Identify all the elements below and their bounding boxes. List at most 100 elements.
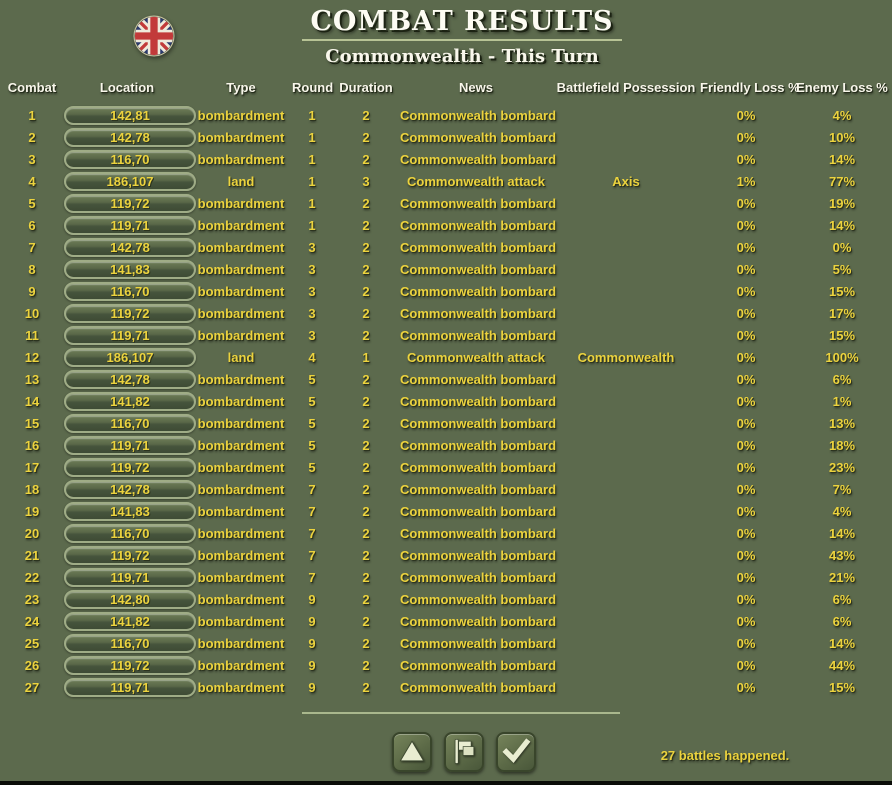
location-button[interactable]: 119,72 [64, 303, 196, 323]
column-header-battlefield-possession: Battlefield Possession [556, 79, 696, 95]
cell-round: 5 [308, 459, 316, 475]
cell-round: 3 [308, 305, 316, 321]
table-row: 27 119,71 bombardment 9 2 Commonwealth bombar… [0, 676, 892, 698]
flag-button[interactable] [444, 732, 484, 772]
cell-news: Commonwealth bombard [400, 679, 557, 695]
location-button[interactable]: 141,82 [64, 611, 196, 631]
page-subtitle: Commonwealth - This Turn [325, 46, 599, 67]
cell-location: 119,71 [64, 567, 196, 587]
location-button[interactable]: 141,83 [64, 259, 196, 279]
cell-friendly-loss: 0% [736, 437, 756, 453]
location-button[interactable]: 142,81 [64, 105, 196, 125]
cell-news: Commonwealth bombard [400, 371, 557, 387]
cell-enemy-loss: 19% [828, 195, 856, 211]
cell-duration: 2 [362, 569, 370, 585]
cell-duration: 2 [362, 283, 370, 299]
table-row: 7 142,78 bombardment 3 2 Commonwealth bombard… [0, 236, 892, 258]
cell-type: land [227, 349, 255, 365]
uk-flag-roundel-icon [132, 13, 176, 59]
table-row: 20 116,70 bombardment 7 2 Commonwealth bombar… [0, 522, 892, 544]
cell-news: Commonwealth bombard [400, 591, 557, 607]
cell-enemy-loss: 44% [828, 657, 856, 673]
cell-round: 5 [308, 393, 316, 409]
location-button[interactable]: 119,72 [64, 193, 196, 213]
location-button[interactable]: 141,83 [64, 501, 196, 521]
cell-news: Commonwealth bombard [400, 305, 557, 321]
cell-location: 119,72 [64, 193, 196, 213]
location-button[interactable]: 116,70 [64, 523, 196, 543]
table-row: 24 141,82 bombardment 9 2 Commonwealth bombar… [0, 610, 892, 632]
cell-duration: 2 [362, 591, 370, 607]
cell-type: bombardment [197, 239, 285, 255]
location-button[interactable]: 142,78 [64, 479, 196, 499]
location-button[interactable]: 142,78 [64, 369, 196, 389]
cell-type: bombardment [197, 525, 285, 541]
cell-combat: 9 [28, 283, 36, 299]
cell-duration: 2 [362, 437, 370, 453]
cell-combat: 7 [28, 239, 36, 255]
cell-type: bombardment [197, 371, 285, 387]
location-button[interactable]: 186,107 [64, 347, 196, 367]
location-button[interactable]: 119,72 [64, 545, 196, 565]
cell-combat: 23 [24, 591, 40, 607]
cell-duration: 2 [362, 327, 370, 343]
cell-location: 141,82 [64, 611, 196, 631]
location-button[interactable]: 119,72 [64, 457, 196, 477]
table-row: 11 119,71 bombardment 3 2 Commonwealth bombar… [0, 324, 892, 346]
location-button[interactable]: 142,80 [64, 589, 196, 609]
cell-news: Commonwealth bombard [400, 283, 557, 299]
cell-news: Commonwealth bombard [400, 261, 557, 277]
cell-news: Commonwealth bombard [400, 635, 557, 651]
location-button[interactable]: 116,70 [64, 281, 196, 301]
cell-duration: 2 [362, 657, 370, 673]
cell-duration: 2 [362, 305, 370, 321]
location-button[interactable]: 119,71 [64, 435, 196, 455]
cell-news: Commonwealth bombard [400, 151, 557, 167]
cell-combat: 18 [24, 481, 40, 497]
cell-news: Commonwealth bombard [400, 129, 557, 145]
location-button[interactable]: 186,107 [64, 171, 196, 191]
cell-friendly-loss: 0% [736, 217, 756, 233]
cell-duration: 2 [362, 547, 370, 563]
location-button[interactable]: 116,70 [64, 413, 196, 433]
cell-combat: 5 [28, 195, 36, 211]
scroll-up-button[interactable] [392, 732, 432, 772]
cell-combat: 17 [24, 459, 40, 475]
cell-news: Commonwealth bombard [400, 525, 557, 541]
cell-combat: 12 [24, 349, 40, 365]
column-header-friendly-loss: Friendly Loss % [700, 79, 800, 95]
cell-location: 142,80 [64, 589, 196, 609]
cell-friendly-loss: 0% [736, 591, 756, 607]
cell-type: bombardment [197, 569, 285, 585]
cell-friendly-loss: 0% [736, 569, 756, 585]
cell-enemy-loss: 0% [832, 239, 852, 255]
cell-type: bombardment [197, 657, 285, 673]
cell-duration: 2 [362, 151, 370, 167]
cell-enemy-loss: 14% [828, 217, 856, 233]
cell-combat: 24 [24, 613, 40, 629]
cell-news: Commonwealth bombard [400, 239, 557, 255]
location-button[interactable]: 142,78 [64, 127, 196, 147]
location-button[interactable]: 141,82 [64, 391, 196, 411]
location-button[interactable]: 119,71 [64, 567, 196, 587]
cell-type: bombardment [197, 129, 285, 145]
location-button[interactable]: 119,72 [64, 655, 196, 675]
location-button[interactable]: 119,71 [64, 215, 196, 235]
table-row: 23 142,80 bombardment 9 2 Commonwealth bombar… [0, 588, 892, 610]
cell-round: 9 [308, 679, 316, 695]
location-button[interactable]: 116,70 [64, 149, 196, 169]
confirm-button[interactable] [496, 732, 536, 772]
cell-combat: 6 [28, 217, 36, 233]
cell-location: 141,82 [64, 391, 196, 411]
table-row: 10 119,72 bombardment 3 2 Commonwealth bombar… [0, 302, 892, 324]
location-button[interactable]: 142,78 [64, 237, 196, 257]
cell-combat: 15 [24, 415, 40, 431]
cell-friendly-loss: 0% [736, 525, 756, 541]
cell-type: bombardment [197, 437, 285, 453]
location-button[interactable]: 119,71 [64, 325, 196, 345]
location-button[interactable]: 116,70 [64, 633, 196, 653]
battle-count-status: 27 battles happened. [660, 748, 790, 763]
cell-duration: 2 [362, 635, 370, 651]
location-button[interactable]: 119,71 [64, 677, 196, 697]
cell-combat: 20 [24, 525, 40, 541]
